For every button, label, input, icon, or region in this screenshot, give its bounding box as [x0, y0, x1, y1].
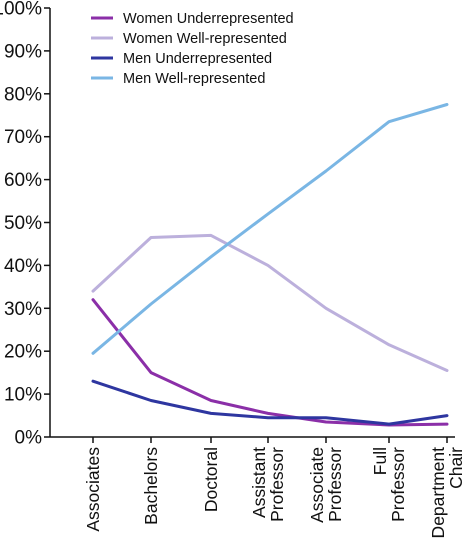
- y-tick-label: 30%: [4, 299, 42, 320]
- series-line-women-underrepresented: [91, 298, 449, 427]
- x-tick-label: Department: [428, 447, 448, 539]
- x-tick-label: Associate: [307, 447, 327, 523]
- series-line-men-underrepresented: [91, 379, 449, 426]
- x-tick-label-group: Doctoral: [201, 447, 221, 512]
- series-lines: [91, 103, 449, 427]
- y-tick-label: 50%: [4, 213, 42, 234]
- axes: 0% 10% 20% 30% 40% 50% 60% 70% 80% 90% 100% Associa…: [0, 0, 466, 538]
- x-tick-label: Full: [370, 447, 390, 475]
- legend-label: Women Well-represented: [123, 31, 287, 47]
- y-tick-label: 100%: [0, 0, 42, 20]
- x-tick-label: Doctoral: [201, 447, 221, 512]
- x-tick-label: Bachelors: [141, 447, 161, 525]
- x-tick-label: Professor: [267, 447, 287, 522]
- y-tick-label: 0%: [15, 428, 43, 449]
- legend: Women Underrepresented Women Well-represe…: [91, 11, 294, 87]
- legend-label: Men Underrepresented: [123, 51, 272, 67]
- y-tick-label: 60%: [4, 170, 42, 191]
- x-tick-label-group: Bachelors: [141, 447, 161, 525]
- x-tick-label: Professor: [325, 447, 345, 522]
- y-tick-label: 90%: [4, 41, 42, 62]
- x-tick-label: Associates: [83, 447, 103, 532]
- x-tick-label: Professor: [388, 447, 408, 522]
- x-tick-label: Assistant: [249, 447, 269, 518]
- series-line-women-well-represented: [91, 233, 449, 372]
- x-tick-label: Chair: [446, 447, 466, 489]
- series-line-men-well-represented: [91, 103, 449, 355]
- legend-label: Women Underrepresented: [123, 11, 294, 27]
- y-tick-label: 10%: [4, 385, 42, 406]
- legend-label: Men Well-represented: [123, 71, 265, 87]
- y-tick-label: 70%: [4, 127, 42, 148]
- y-tick-label: 20%: [4, 342, 42, 363]
- y-tick-label: 80%: [4, 84, 42, 105]
- y-tick-label: 40%: [4, 256, 42, 277]
- x-tick-label-group: Associates: [83, 447, 103, 532]
